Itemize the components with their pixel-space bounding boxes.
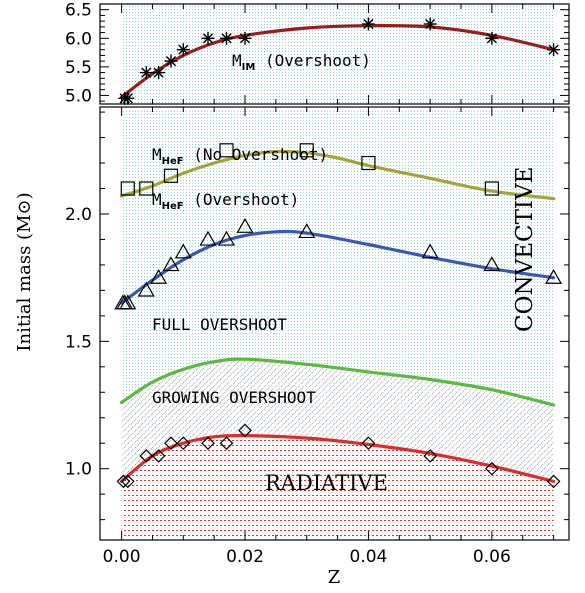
data-point-bottom-1-2: [119, 294, 137, 310]
region-label-full-overshoot: FULL OVERSHOOT: [152, 315, 287, 334]
y-tick-label: 1.0: [65, 460, 92, 480]
data-point-bottom-1-3: [137, 281, 155, 297]
data-point-bottom-0-2: [163, 168, 179, 183]
data-point-bottom-3-6: [201, 436, 215, 451]
data-point-bottom-0-6: [484, 181, 499, 196]
data-point-top-0-11: [485, 31, 499, 45]
data-point-top-0-8: [238, 31, 252, 45]
x-tick-label: 0.06: [473, 547, 511, 567]
data-point-bottom-0-3: [219, 143, 234, 158]
data-point-bottom-3-12: [546, 474, 561, 489]
series-line-bottom-0: [120, 149, 556, 201]
data-point-bottom-1-6: [174, 243, 192, 259]
top-panel-regions: [121, 4, 554, 104]
data-point-top-0-1: [121, 91, 135, 105]
data-point-bottom-3-9: [361, 436, 376, 451]
series-label-mim-overshoot: MIM (Overshoot): [232, 51, 371, 73]
data-point-bottom-3-5: [176, 436, 191, 451]
region-convective-top: [121, 4, 554, 104]
data-point-bottom-3-1: [120, 474, 135, 489]
data-point-bottom-1-5: [162, 256, 180, 272]
data-point-top-0-9: [361, 17, 375, 31]
data-point-top-0-5: [176, 43, 190, 57]
data-point-top-0-6: [201, 31, 215, 45]
data-point-bottom-0-1: [139, 181, 154, 196]
region-label-radiative: RADIATIVE: [265, 471, 388, 495]
axis-ticks: [100, 3, 569, 540]
y-tick-label: 5.5: [65, 58, 92, 78]
y-tick-label: 5.0: [65, 86, 92, 106]
region-label-growing-overshoot: GROWING OVERSHOOT: [152, 388, 316, 407]
data-point-bottom-1-12: [483, 256, 501, 272]
region-convective: [121, 110, 554, 406]
x-tick-label: 0.00: [103, 547, 141, 567]
data-point-bottom-1-10: [298, 223, 316, 239]
y-tick-label: 6.0: [65, 29, 92, 49]
bottom-panel-regions: [121, 110, 554, 540]
data-point-bottom-1-13: [545, 268, 563, 284]
data-point-bottom-3-11: [485, 461, 499, 476]
data-point-bottom-3-2: [139, 449, 154, 463]
region-label-convective: CONVECTIVE: [512, 167, 538, 332]
data-point-bottom-0-5: [361, 155, 376, 171]
data-point-bottom-3-8: [238, 423, 252, 438]
data-point-top-0-4: [164, 54, 178, 68]
data-point-bottom-3-7: [219, 436, 234, 451]
y-tick-label: 6.5: [65, 1, 92, 21]
data-point-bottom-3-0: [116, 474, 131, 489]
series-label-mhef-no-overshoot: MHeF (No Overshoot): [152, 145, 328, 167]
data-point-top-0-3: [152, 66, 166, 80]
top-panel-frame: [99, 3, 570, 105]
bottom-panel-frame: [99, 106, 570, 541]
series-label-mhef-overshoot: MHeF (Overshoot): [152, 190, 299, 212]
region-radiative: [121, 435, 554, 540]
data-point-top-0-7: [220, 31, 233, 45]
data-point-bottom-1-8: [217, 230, 236, 246]
data-point-bottom-3-4: [164, 436, 178, 451]
x-tick-label: 0.04: [350, 547, 388, 567]
data-point-bottom-1-7: [199, 230, 217, 246]
data-point-top-0-2: [139, 66, 153, 80]
series-line-bottom-3: [120, 433, 556, 483]
data-point-bottom-0-0: [120, 181, 135, 196]
y-tick-label: 2.0: [65, 205, 92, 225]
series-line-bottom-2: [120, 357, 556, 407]
data-point-bottom-1-9: [236, 218, 254, 233]
data-point-bottom-1-11: [421, 243, 439, 259]
data-point-top-0-12: [547, 43, 561, 57]
data-point-bottom-0-4: [299, 143, 314, 158]
y-tick-label: 1.5: [65, 332, 92, 352]
axis-tick-labels: 0.00 0.02 0.04 0.06 5.0 5.5 6.0 6.5 1.0 1.5 2.0: [65, 1, 511, 567]
data-point-top-0-10: [423, 17, 437, 31]
series-line-bottom-1: [120, 229, 556, 305]
region-growing-overshoot: [121, 359, 554, 482]
y-axis-title: Initial mass (M⊙): [14, 192, 35, 351]
x-axis-title: Z: [328, 567, 341, 588]
bottom-panel-curves: [120, 149, 556, 483]
bottom-panel-markers: [114, 143, 563, 489]
data-point-bottom-3-3: [151, 449, 166, 463]
data-point-bottom-3-10: [423, 449, 437, 463]
x-tick-label: 0.02: [226, 547, 264, 567]
data-point-bottom-1-4: [150, 268, 168, 284]
